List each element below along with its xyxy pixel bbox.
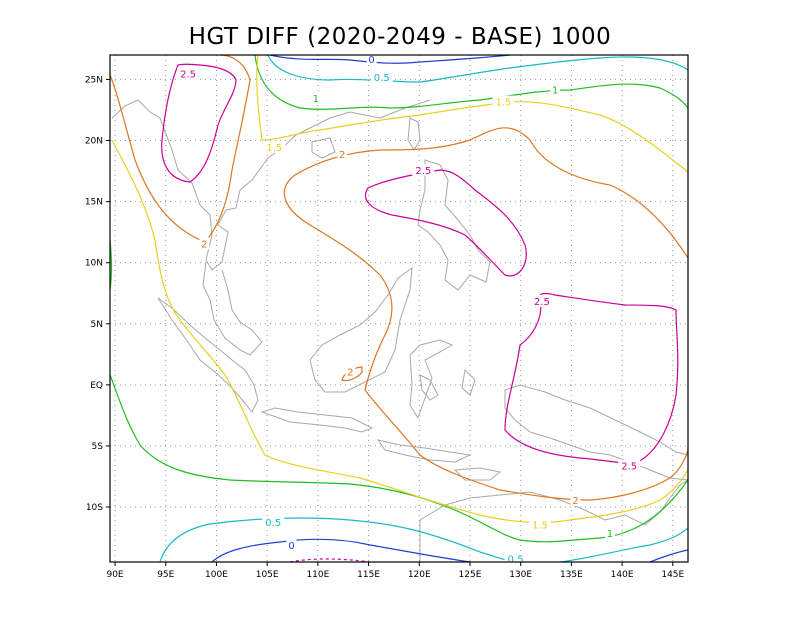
contour-label-bg: [337, 148, 348, 161]
contour-label: 1: [313, 94, 319, 105]
contour-label-bg: [262, 515, 285, 528]
contour-label-bg: [310, 91, 321, 104]
contour-label-bg: [177, 67, 200, 80]
contour-0.5-southeast: [559, 527, 688, 562]
coastline-taiwan: [407, 117, 421, 151]
contour-0-southeast: [649, 549, 688, 562]
contour-0-north: [269, 55, 511, 64]
contour-label: 0.5: [265, 518, 281, 529]
contour-0.5-south: [159, 517, 521, 562]
contour-0-south: [211, 538, 471, 562]
plot-frame: [109, 54, 689, 563]
coastline-sulawesi: [409, 339, 454, 420]
contour-1.5-north: [256, 55, 688, 173]
x-tick-label: 140E: [611, 570, 634, 580]
contour-label-bg: [366, 52, 377, 65]
contour-label: 0: [368, 55, 374, 66]
contour-label: 2: [201, 239, 207, 250]
y-tick-label: 10S: [86, 503, 103, 513]
coastline-philippines: [417, 159, 491, 291]
contour-label-bg: [530, 294, 553, 307]
contour-label: 1.5: [532, 520, 548, 531]
contour-label: 1: [607, 529, 613, 540]
contour-2.5-nw: [161, 63, 237, 183]
contour-label: 2.5: [534, 297, 550, 308]
x-tick-label: 90E: [106, 570, 123, 580]
contour-label-bg: [570, 493, 581, 506]
contour-1-north: [254, 55, 688, 110]
contour-label-bg: [412, 164, 435, 177]
x-tick-label: 145E: [661, 570, 684, 580]
contour-label: 0: [288, 541, 294, 552]
y-tick-label: 5N: [91, 320, 103, 330]
contour-lines: [110, 55, 688, 562]
contour-2-central: [283, 127, 688, 501]
coastline-timor: [453, 467, 502, 481]
coastline-lesser-sunda: [376, 439, 472, 463]
x-tick-label: 100E: [205, 570, 228, 580]
x-tick-label: 120E: [408, 570, 431, 580]
contour-label-bg: [550, 83, 561, 96]
coastline-sumatra: [157, 297, 259, 413]
x-tick-label: 95E: [157, 570, 174, 580]
contour-label-bg: [604, 526, 615, 539]
coastline-borneo: [309, 266, 413, 393]
coastline-new-guinea: [504, 384, 688, 481]
contour-label-bg: [528, 518, 551, 531]
contour-dashed-south: [289, 558, 371, 562]
y-tick-label: 25N: [85, 75, 103, 85]
coastline-moluccas: [419, 368, 476, 401]
contour-1-south: [110, 374, 688, 543]
y-tick-label: 10N: [85, 259, 103, 269]
contour-label-bg: [263, 140, 286, 153]
contour-0.5-north: [267, 55, 688, 83]
coastline-hainan: [311, 137, 336, 159]
x-tick-label: 130E: [509, 570, 532, 580]
x-tick-label: 110E: [306, 570, 329, 580]
y-tick-label: 5S: [92, 442, 104, 452]
x-axis-ticks: 90E 95E 100E 105E 110E 115E 120E 125E 130E 135E 14…: [106, 562, 685, 580]
coastline-australia: [419, 479, 688, 562]
x-tick-label: 105E: [256, 570, 279, 580]
coastline-mainland: [111, 99, 431, 271]
coastline-peninsula: [202, 261, 263, 356]
contour-2.5-central: [364, 169, 527, 277]
contour-2-west: [110, 55, 251, 243]
coastline-java: [260, 407, 374, 433]
x-tick-label: 115E: [357, 570, 380, 580]
y-axis-ticks: 10S 5S EQ 5N 10N 15N 20N 25N: [85, 75, 110, 513]
contour-label: 2: [347, 368, 353, 379]
y-tick-label: 15N: [85, 198, 103, 208]
chart-title: HGT DIFF (2020-2049 - BASE) 1000: [189, 24, 612, 50]
contour-label: 2.5: [621, 462, 637, 473]
contour-label: 1.5: [266, 143, 282, 154]
contour-label: 2: [572, 496, 578, 507]
contour-label-bg: [286, 539, 297, 552]
contour-label-bg: [199, 237, 210, 250]
contour-label-bg: [492, 95, 515, 108]
contour-label: 2.5: [180, 70, 196, 81]
y-tick-label: EQ: [90, 381, 103, 391]
contour-label-bg: [370, 71, 393, 84]
contour-1.5-south: [111, 139, 688, 524]
contour-label-bg: [618, 459, 641, 472]
contour-label: 0.5: [374, 73, 390, 84]
contour-label: 1: [552, 85, 558, 96]
contour-label: 0.5: [508, 555, 524, 566]
contour-label-bg: [345, 365, 356, 378]
x-tick-label: 125E: [459, 570, 482, 580]
gridlines: [110, 55, 688, 562]
y-tick-label: 20N: [85, 137, 103, 147]
contour-label: 1.5: [495, 98, 511, 109]
contour-label: 2.5: [415, 166, 431, 177]
contour-label: 2: [339, 150, 345, 161]
x-tick-label: 135E: [560, 570, 583, 580]
contour-2.5-east: [504, 292, 679, 464]
